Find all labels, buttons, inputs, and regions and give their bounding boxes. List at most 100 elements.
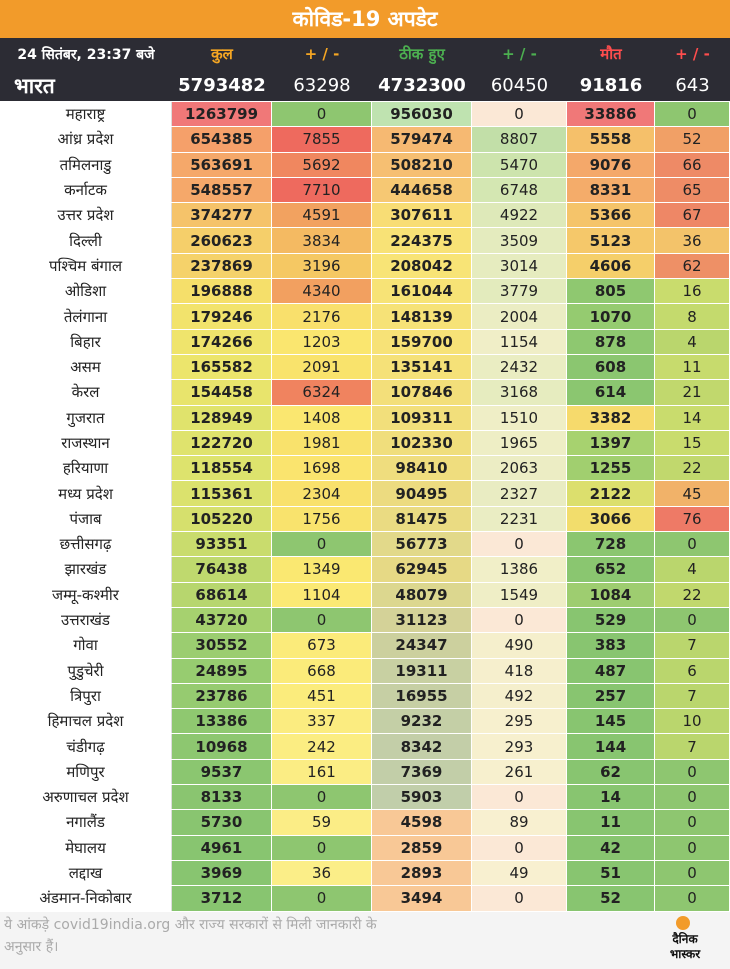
recovered-delta: 295: [472, 709, 567, 734]
deaths: 383: [567, 633, 655, 658]
deaths: 878: [567, 329, 655, 354]
recovered-delta: 4922: [472, 203, 567, 228]
deaths: 51: [567, 860, 655, 886]
recovered-delta: 8807: [472, 127, 567, 152]
recovered: 62945: [372, 557, 472, 582]
recovered-delta: 261: [472, 759, 567, 785]
deaths: 8331: [567, 177, 655, 203]
recovered-delta: 0: [472, 886, 567, 911]
logo-text-line2: भास्कर: [669, 947, 701, 961]
total-delta: 673: [272, 633, 372, 658]
deaths-delta: 0: [655, 835, 730, 860]
deaths-delta: 4: [655, 329, 730, 354]
recovered-delta: 2004: [472, 304, 567, 329]
total-cases: 9537: [172, 759, 272, 785]
state-name: तेलंगाना: [0, 304, 172, 329]
recovered: 24347: [372, 633, 472, 658]
recovered-delta: 49: [472, 860, 567, 886]
total-delta: 1203: [272, 329, 372, 354]
table-row: नगालैंड 5730 59 4598 89 11 0: [0, 810, 730, 836]
deaths-delta: 15: [655, 430, 730, 456]
state-name: उत्तर प्रदेश: [0, 203, 172, 228]
total-delta: 668: [272, 658, 372, 683]
deaths-delta: 6: [655, 658, 730, 683]
recovered-delta: 3779: [472, 279, 567, 304]
nation-recovered-delta: 60450: [490, 75, 549, 96]
deaths-delta: 0: [655, 785, 730, 810]
state-name: बिहार: [0, 329, 172, 354]
deaths-delta: 7: [655, 734, 730, 759]
recovered: 56773: [372, 532, 472, 557]
deaths: 5558: [567, 127, 655, 152]
total-delta: 242: [272, 734, 372, 759]
state-name: केरल: [0, 380, 172, 405]
recovered: 81475: [372, 506, 472, 532]
state-name: हरियाणा: [0, 456, 172, 481]
nation-label: भारत: [14, 73, 55, 98]
table-row: केरल 154458 6324 107846 3168 614 21: [0, 380, 730, 406]
deaths-delta: 52: [655, 127, 730, 152]
total-delta: 1408: [272, 405, 372, 430]
deaths: 1255: [567, 456, 655, 481]
total-delta: 36: [272, 860, 372, 886]
recovered-delta: 0: [472, 607, 567, 633]
recovered: 307611: [372, 203, 472, 228]
total-cases: 118554: [172, 456, 272, 481]
table-row: अरुणाचल प्रदेश 8133 0 5903 0 14 0: [0, 785, 730, 811]
table-row: तेलंगाना 179246 2176 148139 2004 1070 8: [0, 304, 730, 330]
state-name: महाराष्ट्र: [0, 102, 172, 127]
deaths-delta: 7: [655, 683, 730, 709]
recovered: 2893: [372, 860, 472, 886]
state-name: मध्य प्रदेश: [0, 481, 172, 506]
state-name: पश्चिम बंगाल: [0, 253, 172, 279]
recovered: 31123: [372, 607, 472, 633]
total-cases: 3712: [172, 886, 272, 911]
total-delta: 1698: [272, 456, 372, 481]
deaths-delta: 36: [655, 228, 730, 253]
deaths: 9076: [567, 152, 655, 177]
deaths-delta: 22: [655, 456, 730, 481]
state-name: लद्दाख: [0, 860, 172, 886]
total-delta: 59: [272, 810, 372, 835]
deaths-delta: 0: [655, 810, 730, 835]
table-row: असम 165582 2091 135141 2432 608 11: [0, 354, 730, 381]
total-cases: 10968: [172, 734, 272, 759]
total-cases: 654385: [172, 127, 272, 152]
recovered-delta: 2063: [472, 456, 567, 481]
deaths: 3382: [567, 405, 655, 430]
state-name: नगालैंड: [0, 810, 172, 835]
total-delta: 1981: [272, 430, 372, 456]
logo-text-line1: दैनिक: [672, 932, 698, 946]
deaths-delta: 65: [655, 177, 730, 203]
table-row: छत्तीसगढ़ 93351 0 56773 0 728 0: [0, 532, 730, 558]
deaths: 1070: [567, 304, 655, 329]
total-cases: 174266: [172, 329, 272, 354]
total-delta: 337: [272, 709, 372, 734]
state-name: पंजाब: [0, 506, 172, 532]
recovered-delta: 89: [472, 810, 567, 835]
deaths: 145: [567, 709, 655, 734]
total-cases: 68614: [172, 582, 272, 607]
column-header: 24 सितंबर, 23:37 बजे कुल + / - ठीक हुए +…: [0, 38, 730, 70]
table-row: पुडुचेरी 24895 668 19311 418 487 6: [0, 658, 730, 684]
total-cases: 93351: [172, 532, 272, 557]
deaths: 257: [567, 683, 655, 709]
header-deaths-delta: + / -: [675, 45, 710, 63]
state-name: त्रिपुरा: [0, 683, 172, 709]
total-cases: 43720: [172, 607, 272, 633]
total-delta: 4591: [272, 203, 372, 228]
recovered-delta: 1386: [472, 557, 567, 582]
header-delta: + / -: [304, 45, 340, 63]
recovered-delta: 1549: [472, 582, 567, 607]
state-name: कर्नाटक: [0, 177, 172, 203]
deaths-delta: 16: [655, 279, 730, 304]
state-name: गोवा: [0, 633, 172, 658]
deaths: 608: [567, 354, 655, 380]
deaths-delta: 76: [655, 506, 730, 532]
state-name: हिमाचल प्रदेश: [0, 709, 172, 734]
recovered-delta: 0: [472, 532, 567, 557]
recovered-delta: 1510: [472, 405, 567, 430]
recovered: 444658: [372, 177, 472, 203]
recovered: 48079: [372, 582, 472, 607]
table-row: जम्मू-कश्मीर 68614 1104 48079 1549 1084 22: [0, 582, 730, 608]
